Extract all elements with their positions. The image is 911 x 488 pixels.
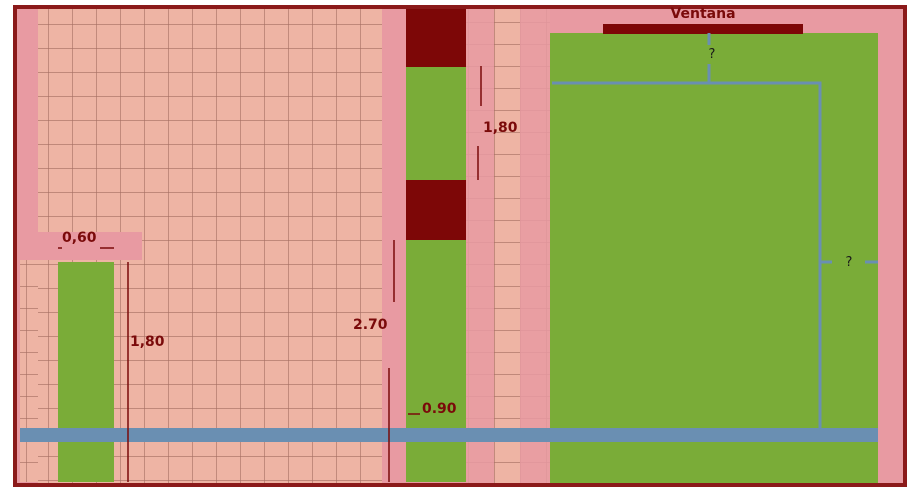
pink-strip-center-a [466,9,494,483]
tiled-strip-left [20,260,38,482]
green-area-right [550,33,878,483]
pink-band-left [20,232,142,260]
dim-label-right-column-height: 1,80 [483,120,518,136]
pipe-outline-right [552,81,822,432]
dim-label-top-width-unknown: ? [709,47,716,62]
green-panel-left [58,262,114,482]
dim-label-center-width: 0.90 [422,401,457,417]
pink-wall-right [878,9,903,483]
green-column-center [406,66,466,482]
dim-label-right-height-unknown: ? [846,255,853,270]
dim-label-left-height: 1,80 [130,334,165,350]
maroon-block-middle [406,180,466,240]
pink-strip-center-b [520,9,550,483]
maroon-block-top [406,9,466,67]
dim-label-left-width: 0,60 [62,230,97,246]
dim-label-center-height: 2.70 [353,317,388,333]
window-label: Ventana [670,6,735,22]
pipe-horizontal [20,428,878,442]
window-bar [603,24,803,34]
